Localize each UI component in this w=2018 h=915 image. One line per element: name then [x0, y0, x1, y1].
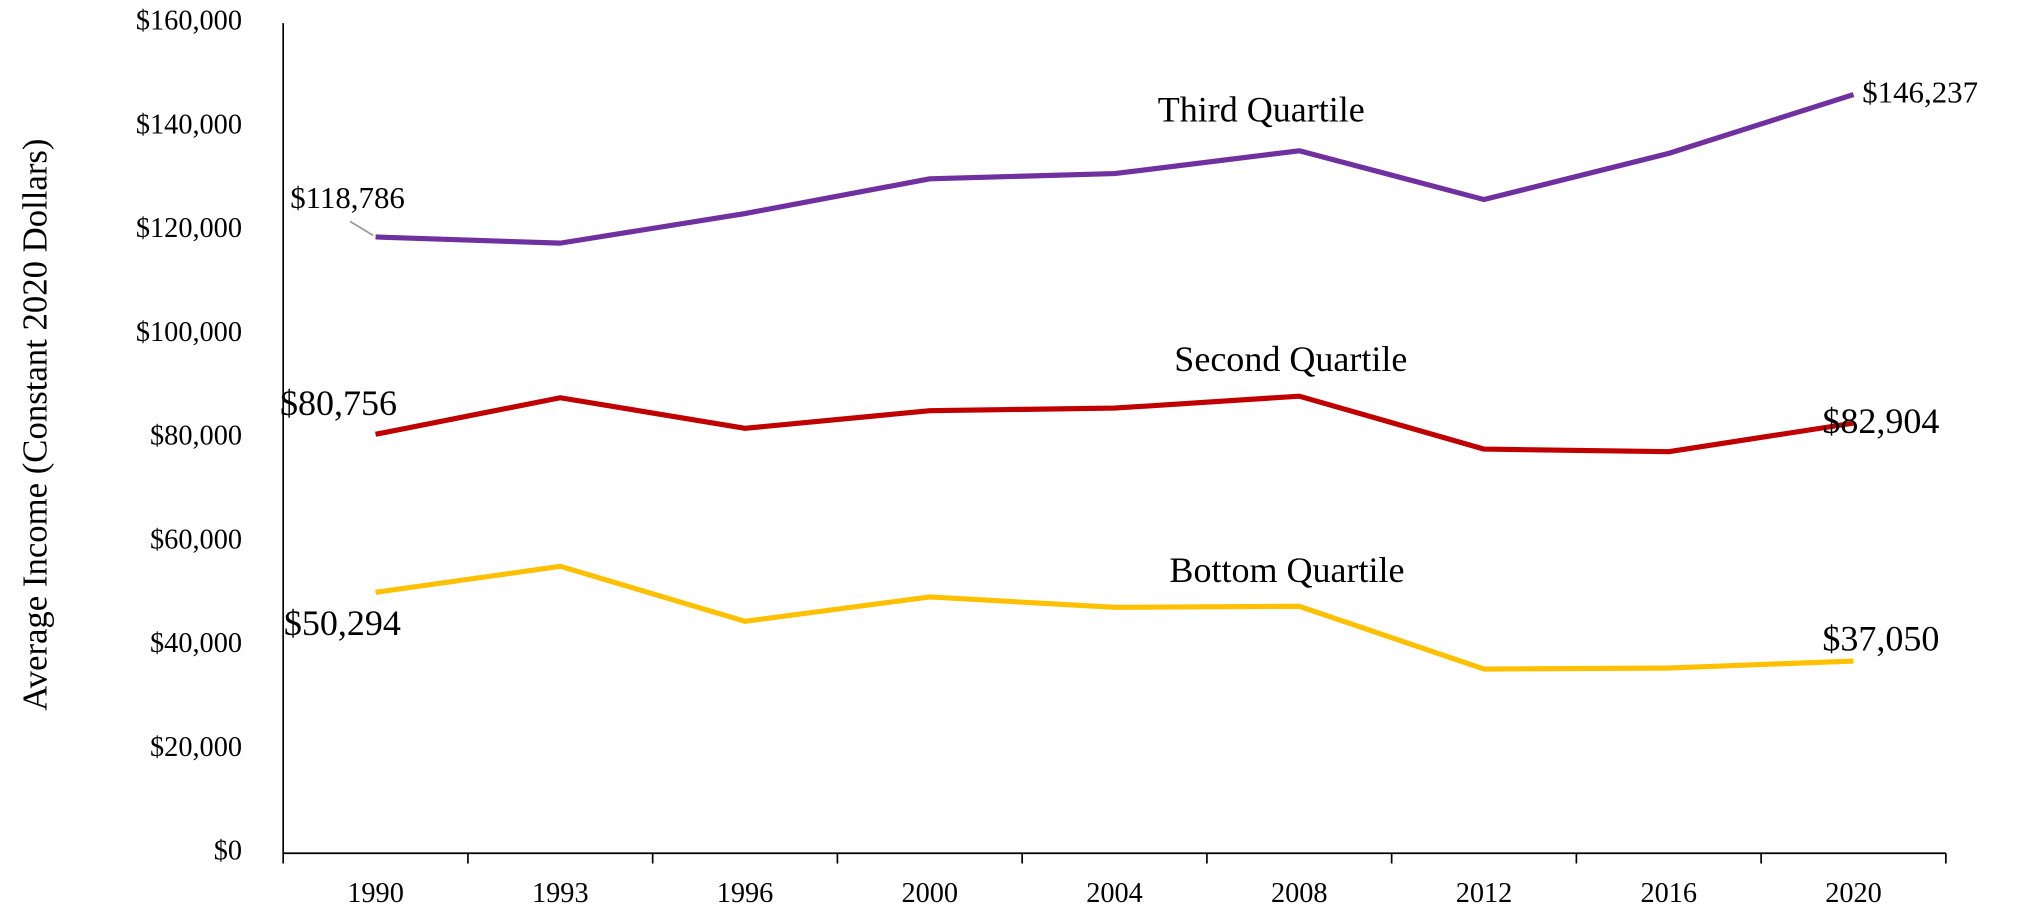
data-label: $37,050: [1822, 618, 1939, 658]
series-name: Second Quartile: [1174, 339, 1407, 379]
series-name: Bottom Quartile: [1169, 550, 1404, 590]
x-tick-label: 1996: [717, 878, 774, 909]
data-label: $146,237: [1862, 74, 1978, 109]
leader-line: [349, 220, 374, 237]
y-tick-label: $20,000: [150, 732, 242, 763]
x-tick-label: 2016: [1640, 878, 1697, 909]
series-line: [375, 563, 1854, 672]
y-tick-label: $60,000: [150, 524, 242, 555]
data-label: $80,756: [280, 383, 397, 423]
data-label: $82,904: [1822, 401, 1939, 441]
series-line: [375, 393, 1854, 455]
y-tick-label: $40,000: [150, 628, 242, 659]
series-line: [375, 92, 1855, 246]
data-label: $118,786: [290, 180, 405, 215]
y-tick-label: $100,000: [136, 317, 242, 348]
x-tick-label: 2000: [901, 878, 958, 909]
series-name: Third Quartile: [1158, 90, 1365, 130]
data-label: $50,294: [284, 603, 401, 643]
x-tick-label: 1993: [532, 878, 589, 909]
x-tick-label: 2004: [1086, 878, 1143, 909]
x-tick-label: 2012: [1456, 878, 1513, 909]
y-tick-label: $120,000: [136, 213, 242, 244]
y-axis-label: Average Income (Constant 2020 Dollars): [16, 139, 55, 711]
y-tick-label: $80,000: [150, 421, 242, 452]
y-tick-label: $160,000: [136, 6, 242, 37]
y-tick-label: $140,000: [136, 109, 242, 140]
x-tick-label: 2020: [1825, 878, 1882, 909]
x-tick-label: 2008: [1271, 878, 1328, 909]
x-tick-label: 1990: [347, 878, 404, 909]
y-tick-label: $0: [214, 836, 242, 867]
